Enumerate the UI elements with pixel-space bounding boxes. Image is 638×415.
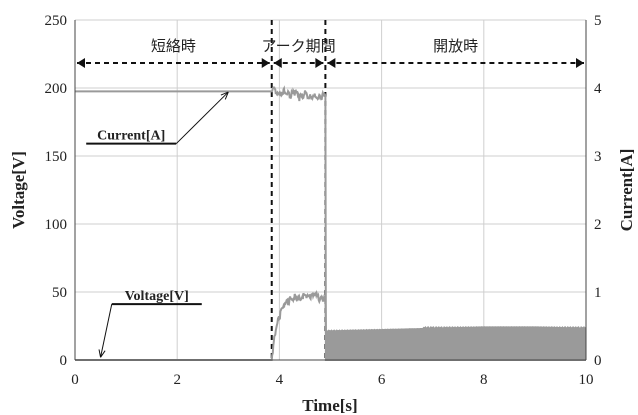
region-arrowhead (77, 58, 85, 68)
x-tick-label: 8 (480, 372, 488, 388)
y-tick-label: 200 (45, 81, 68, 97)
annotation-arrowhead (98, 349, 106, 358)
annotation-arrow (100, 304, 113, 358)
voltage-noise-band (325, 326, 586, 360)
region-label: アーク期間 (262, 37, 336, 55)
y-tick-label: 0 (60, 353, 68, 369)
axes-layer (74, 20, 587, 361)
y2-tick-label: 2 (594, 217, 602, 233)
region-label: 開放時 (433, 37, 478, 55)
gridlines (75, 19, 586, 360)
x-tick-label: 6 (378, 372, 386, 388)
y2-tick-label: 1 (594, 285, 602, 301)
y-tick-label: 150 (45, 149, 68, 165)
region-arrowhead (261, 58, 270, 68)
x-tick-label: 2 (173, 372, 181, 388)
region-arrowhead (315, 58, 324, 68)
y-tick-label: 100 (45, 217, 68, 233)
region-arrowhead (273, 58, 282, 68)
y-tick-label: 50 (52, 285, 67, 301)
annotation-arrowhead (220, 91, 229, 100)
x-tick-label: 0 (71, 372, 79, 388)
y2-tick-label: 3 (594, 149, 602, 165)
y-axis-title: Voltage[V] (9, 151, 28, 229)
region-layer: 短絡時 アーク期間 開放時 (77, 20, 584, 360)
y2-tick-label: 5 (594, 13, 602, 29)
y2-tick-label: 0 (594, 353, 602, 369)
y2-tick-label: 4 (594, 81, 602, 97)
x-tick-label: 4 (276, 372, 284, 388)
annotation-label: Voltage[V] (125, 289, 189, 304)
x-tick-label: 10 (579, 372, 594, 388)
annotation-arrow (175, 91, 229, 145)
annotation-layer: Current[A] Voltage[V] (86, 91, 229, 358)
y2-axis-title: Current[A] (617, 149, 636, 232)
annotation-label: Current[A] (97, 129, 165, 144)
region-arrowhead (327, 58, 336, 68)
x-axis-title: Time[s] (302, 396, 357, 415)
y-tick-label: 250 (45, 13, 68, 29)
region-label: 短絡時 (151, 37, 196, 55)
region-arrowhead (576, 58, 584, 68)
